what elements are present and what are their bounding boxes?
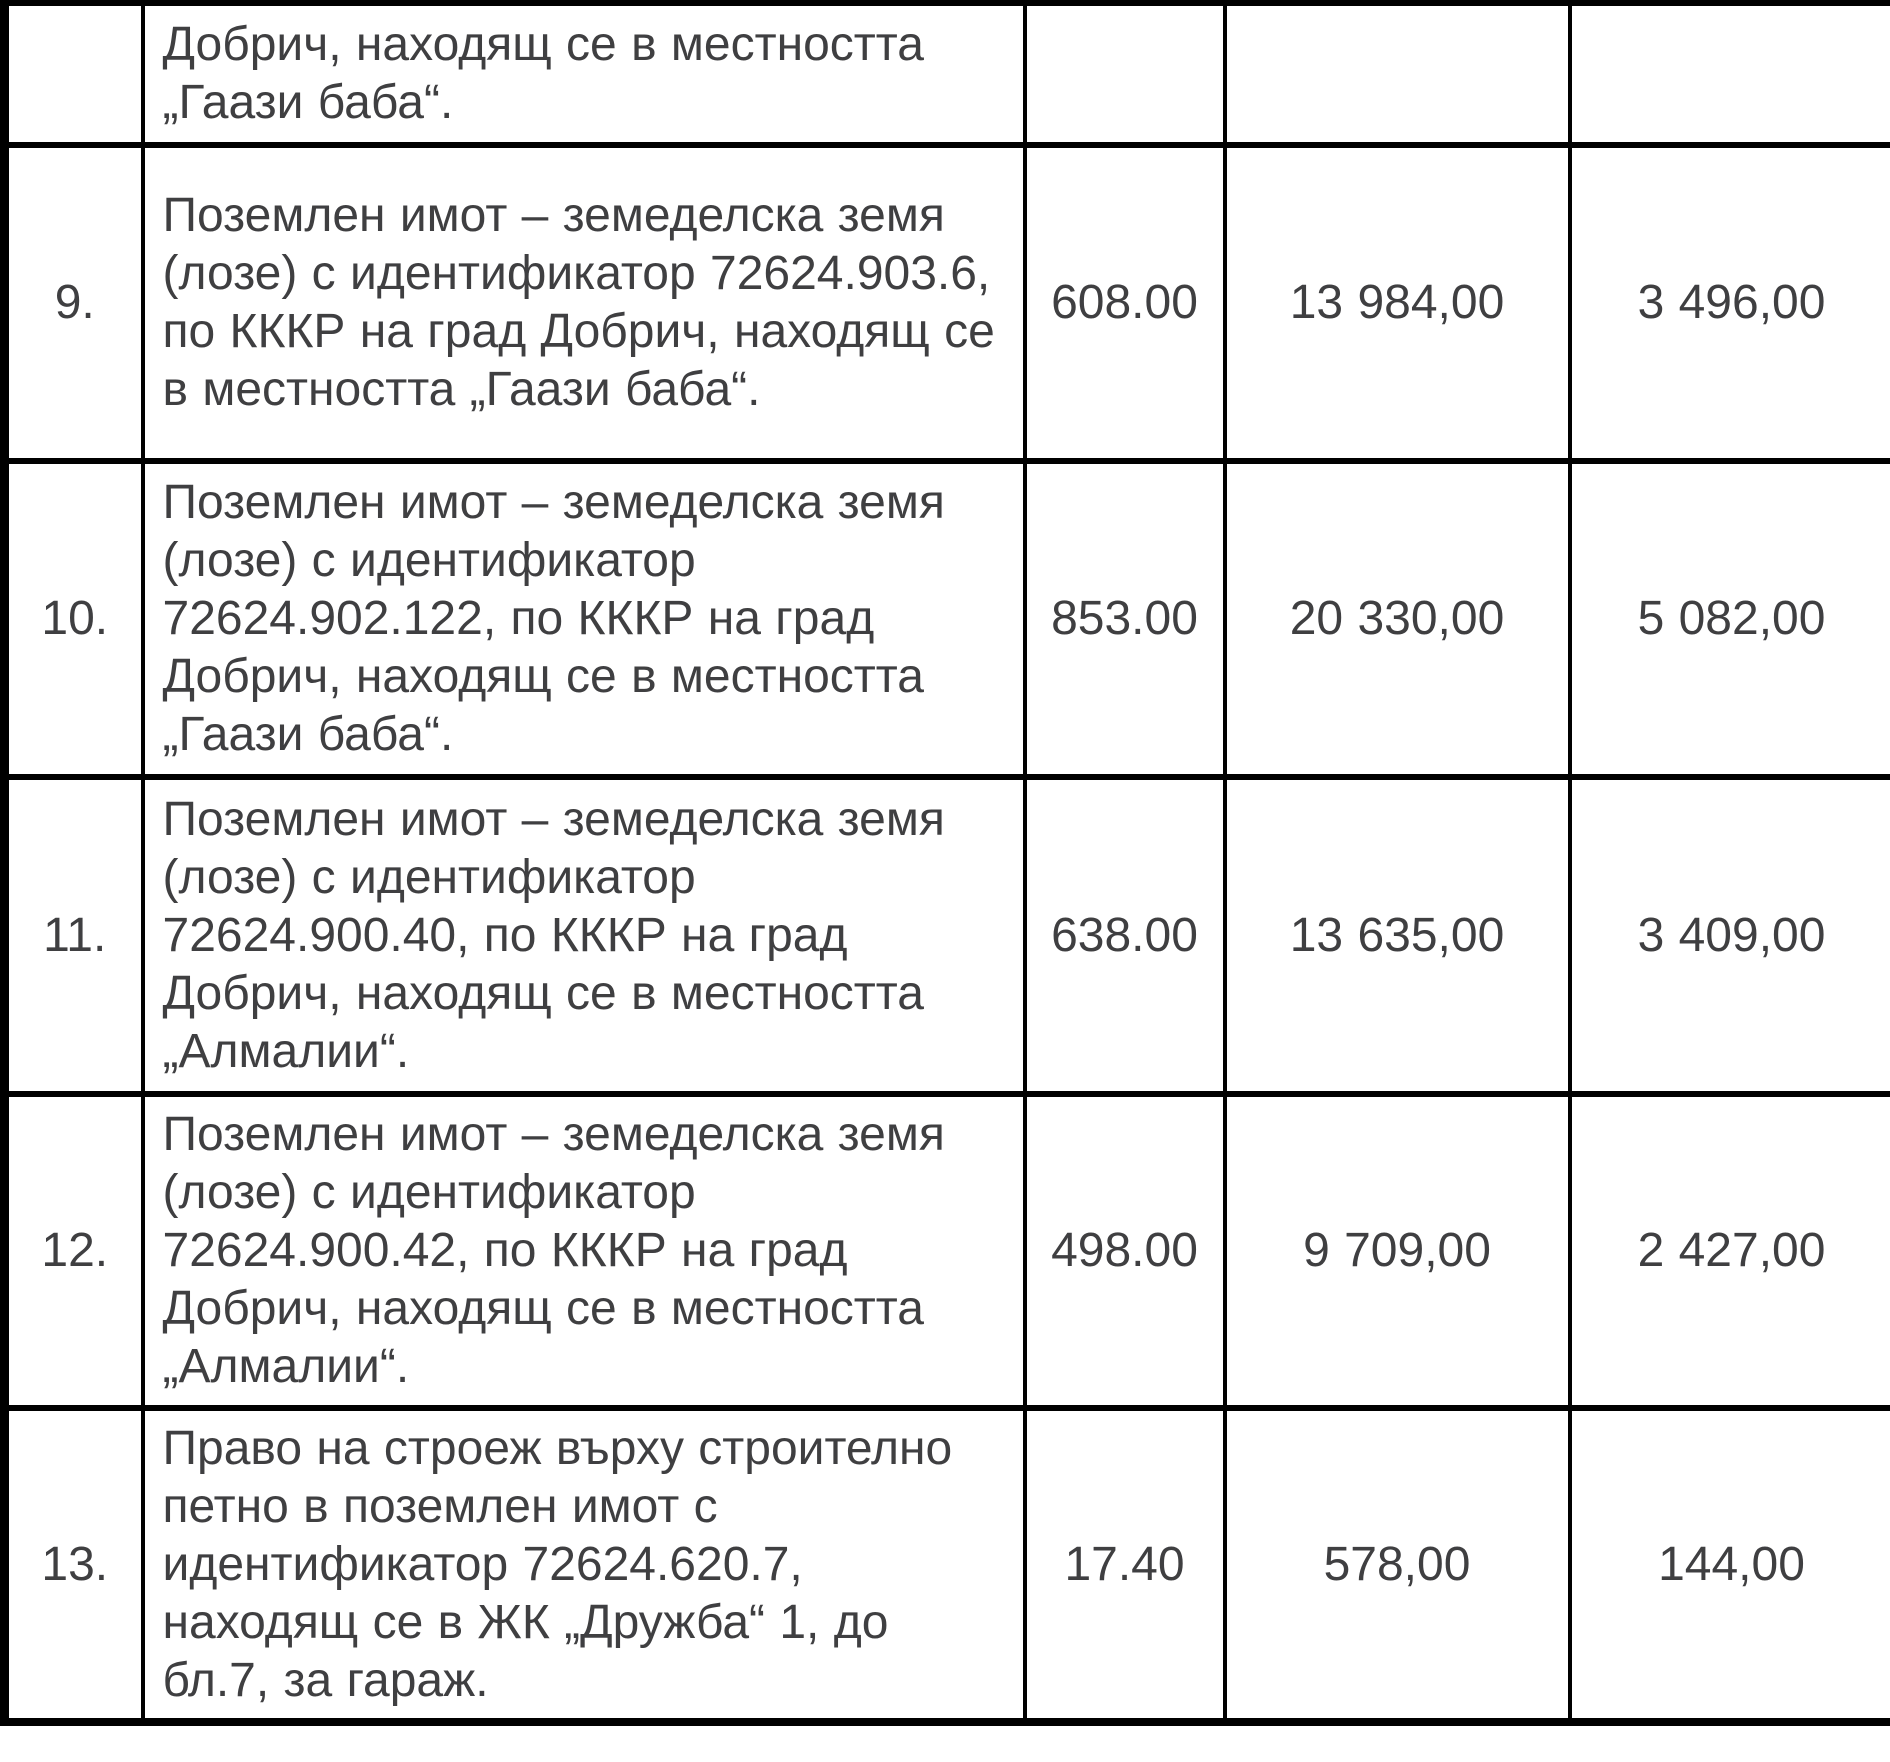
property-table: Добрич, находящ се в местността „Гаази б… (0, 0, 1890, 1726)
value-cell-3: 3 409,00 (1567, 774, 1890, 1097)
value-cell-2: 13 635,00 (1222, 774, 1572, 1097)
value-cell-2: 9 709,00 (1222, 1091, 1572, 1411)
value-cell-1: 853.00 (1022, 458, 1227, 780)
table-row-11: 11. Поземлен имот – земеделска земя (лоз… (2, 774, 1890, 1097)
value-cell-1: 608.00 (1022, 142, 1227, 464)
row-number-cell (2, 0, 145, 148)
table-row-12: 12. Поземлен имот – земеделска земя (лоз… (2, 1091, 1890, 1411)
value-cell-2: 13 984,00 (1222, 142, 1572, 464)
row-number-cell: 11. (2, 774, 145, 1097)
value-cell-1 (1022, 0, 1227, 148)
row-number-cell: 10. (2, 458, 145, 780)
value-cell-1: 17.40 (1022, 1405, 1227, 1725)
description-cell: Добрич, находящ се в местността „Гаази б… (140, 0, 1027, 148)
table-row-10: 10. Поземлен имот – земеделска земя (лоз… (2, 458, 1890, 780)
value-cell-1: 498.00 (1022, 1091, 1227, 1411)
description-cell: Поземлен имот – земеделска земя (лозе) с… (140, 458, 1027, 780)
description-cell: Поземлен имот – земеделска земя (лозе) с… (140, 774, 1027, 1097)
description-cell: Поземлен имот – земеделска земя (лозе) с… (140, 1091, 1027, 1411)
description-cell: Поземлен имот – земеделска земя (лозе) с… (140, 142, 1027, 464)
row-number-cell: 12. (2, 1091, 145, 1411)
value-cell-3: 144,00 (1567, 1405, 1890, 1725)
row-number-cell: 13. (2, 1405, 145, 1725)
table-row-partial: Добрич, находящ се в местността „Гаази б… (2, 0, 1890, 148)
value-cell-1: 638.00 (1022, 774, 1227, 1097)
table-row-9: 9. Поземлен имот – земеделска земя (лозе… (2, 142, 1890, 464)
value-cell-2: 578,00 (1222, 1405, 1572, 1725)
value-cell-2 (1222, 0, 1572, 148)
value-cell-2: 20 330,00 (1222, 458, 1572, 780)
value-cell-3 (1567, 0, 1890, 148)
value-cell-3: 2 427,00 (1567, 1091, 1890, 1411)
description-cell: Право на строеж върху строително петно в… (140, 1405, 1027, 1725)
row-number-cell: 9. (2, 142, 145, 464)
value-cell-3: 3 496,00 (1567, 142, 1890, 464)
value-cell-3: 5 082,00 (1567, 458, 1890, 780)
table-row-13: 13. Право на строеж върху строително пет… (2, 1405, 1890, 1725)
